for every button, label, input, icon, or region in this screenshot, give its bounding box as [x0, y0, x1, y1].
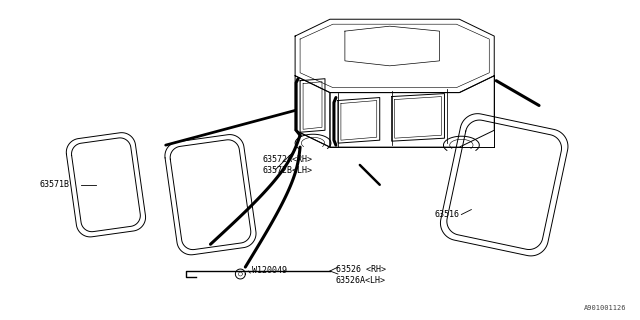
Text: W120049: W120049 — [252, 266, 287, 275]
Text: 63526 <RH>
63526A<LH>: 63526 <RH> 63526A<LH> — [336, 265, 386, 285]
Text: 63571B: 63571B — [39, 180, 69, 189]
Text: A901001126: A901001126 — [584, 305, 627, 311]
Text: 63572A<RH>
63572B<LH>: 63572A<RH> 63572B<LH> — [262, 155, 312, 175]
Text: 63516: 63516 — [435, 210, 460, 219]
